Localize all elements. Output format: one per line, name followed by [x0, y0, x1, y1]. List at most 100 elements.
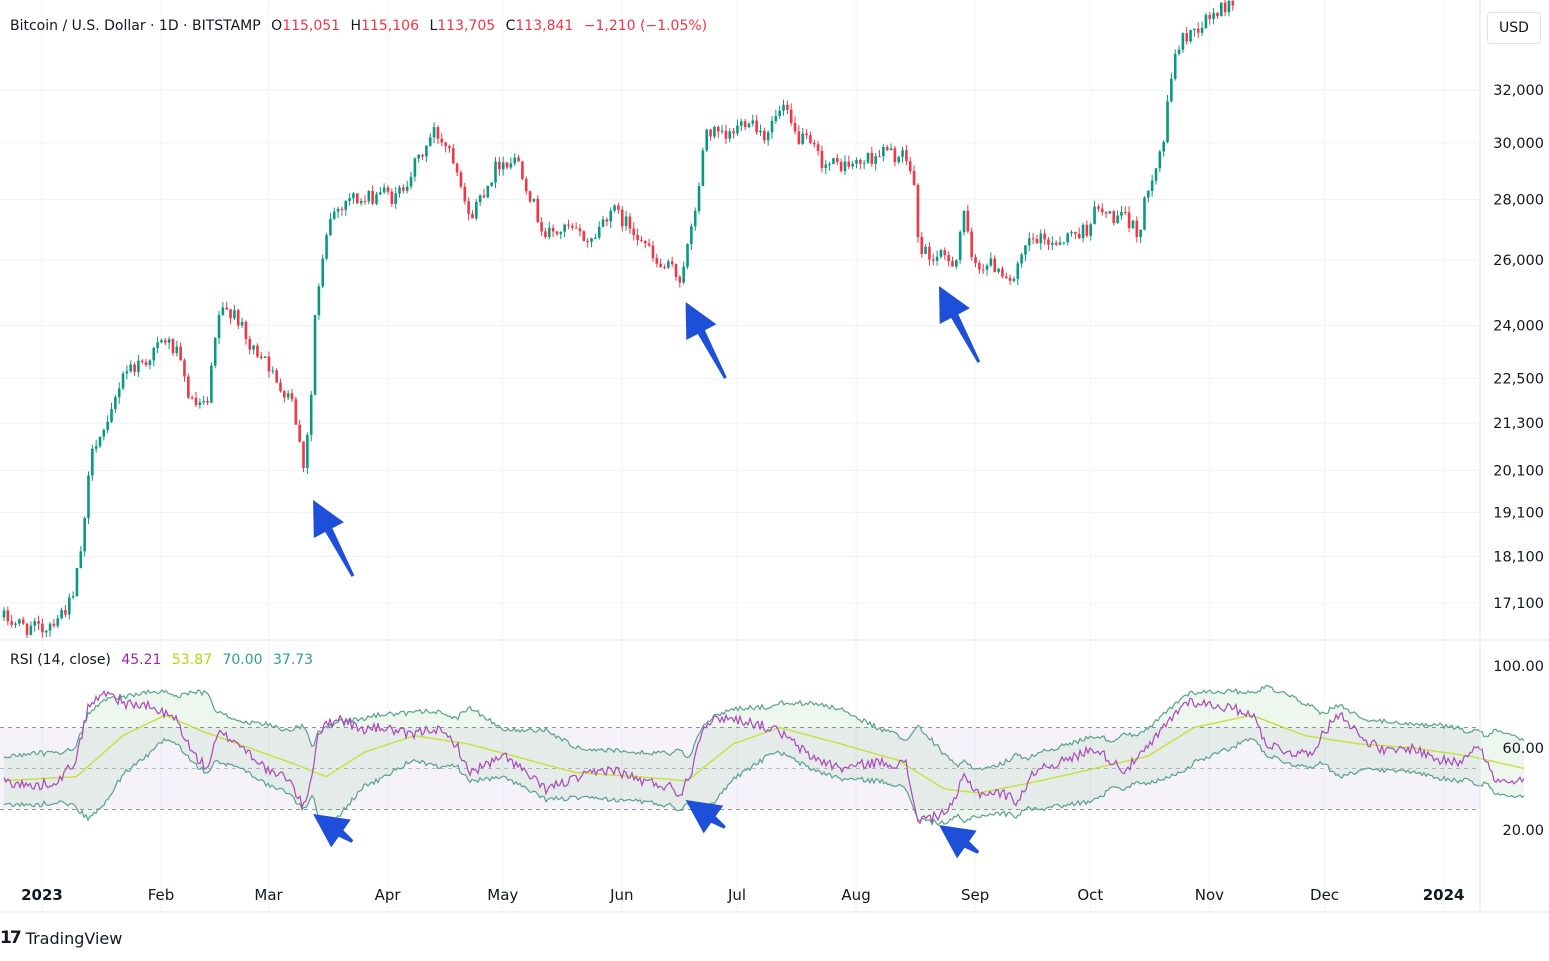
candle-body [402, 187, 405, 191]
candle-body [1051, 242, 1054, 245]
candle-body [1189, 30, 1192, 42]
change-value: −1,210 (−1.05%) [583, 18, 708, 34]
candle-body [667, 261, 670, 268]
candle-body [701, 150, 705, 186]
candle-body [471, 214, 474, 219]
candle-body [64, 610, 67, 615]
candle-body [140, 360, 144, 363]
candle-body [425, 145, 428, 157]
candle-body [1097, 206, 1100, 209]
candle-body [997, 268, 1000, 272]
candle-body [551, 227, 555, 232]
candle-body [428, 137, 432, 146]
currency-button[interactable]: USD [1487, 12, 1541, 44]
candle-body [352, 193, 355, 199]
candle-body [210, 365, 213, 403]
candle-body [916, 184, 920, 237]
candle-body [739, 121, 743, 126]
candle-body [432, 127, 436, 138]
candle-body [1035, 238, 1039, 244]
candle-body [160, 340, 163, 343]
candle-body [955, 260, 958, 267]
candle-body [190, 397, 194, 399]
rsi-tick-label: 60.00 [1502, 741, 1544, 757]
candle-body [574, 227, 578, 229]
candle-body [878, 156, 881, 158]
candle-body [732, 131, 735, 134]
rsi-label[interactable]: RSI (14, close) [10, 652, 111, 668]
candle-body [528, 191, 532, 202]
candle-body [440, 138, 444, 143]
candle-body [329, 218, 332, 236]
price-tick-label: 19,100 [1493, 505, 1544, 521]
candle-body [171, 339, 175, 354]
candle-body [417, 154, 421, 159]
high-value: 115,106 [361, 18, 419, 34]
candle-body [532, 198, 536, 202]
candle-body [1216, 13, 1219, 17]
candle-body [893, 148, 897, 163]
candle-body [121, 373, 125, 389]
upper-band-line [3, 684, 1525, 771]
candle-body [924, 246, 927, 254]
x-tick-label: Mar [254, 886, 283, 904]
price-annotation-arrow [685, 302, 727, 379]
candle-body [855, 159, 858, 164]
candle-body [978, 263, 981, 270]
candle-body [1031, 238, 1035, 240]
candle-body [582, 231, 586, 242]
candle-body [897, 156, 901, 163]
candle-body [816, 144, 820, 151]
candle-body [1131, 220, 1135, 229]
candle-body [682, 266, 685, 283]
candle-body [935, 256, 939, 261]
symbol-title[interactable]: Bitcoin / U.S. Dollar · 1D · BITSTAMP [10, 18, 261, 34]
candle-body [98, 436, 102, 447]
bollinger-band-fill [4, 685, 1524, 827]
candle-body [931, 259, 935, 261]
price-tick-label: 18,100 [1493, 549, 1544, 565]
candle-body [1104, 212, 1108, 214]
candle-body [14, 623, 17, 625]
candle-body [236, 310, 240, 326]
candle-body [359, 200, 363, 204]
candle-body [183, 360, 186, 377]
candle-body [233, 310, 236, 319]
candle-body [613, 205, 616, 211]
candle-body [467, 201, 470, 215]
candle-body [44, 630, 48, 633]
candle-body [486, 185, 490, 198]
price-tick-label: 32,000 [1493, 83, 1544, 99]
candle-body [763, 130, 766, 141]
candle-body [1227, 0, 1231, 13]
candle-body [1089, 224, 1093, 236]
candle-body [83, 518, 86, 552]
candle-body [905, 150, 908, 162]
candle-body [859, 159, 862, 164]
candle-body [1020, 254, 1023, 264]
candle-body [693, 210, 697, 227]
candle-body [1047, 239, 1050, 245]
candle-body [475, 201, 478, 219]
x-tick-label: 2023 [21, 886, 63, 904]
low-value: 113,705 [437, 18, 496, 34]
candle-body [344, 200, 348, 210]
candle-body [770, 120, 774, 133]
candle-body [455, 163, 459, 173]
candle-body [267, 356, 271, 372]
footer-brand[interactable]: 17 TradingView [0, 926, 122, 950]
candle-body [1062, 242, 1066, 244]
candle-body [1135, 220, 1139, 238]
candle-body [874, 156, 877, 164]
candle-body [559, 231, 563, 235]
candle-body [1004, 276, 1008, 278]
candle-body [901, 150, 904, 157]
candle-body [248, 339, 252, 350]
candle-body [962, 210, 966, 233]
candle-body [521, 161, 524, 180]
candle-body [1193, 28, 1196, 31]
candle-body [33, 621, 37, 626]
candle-body [286, 393, 290, 398]
candle-body [912, 171, 916, 185]
